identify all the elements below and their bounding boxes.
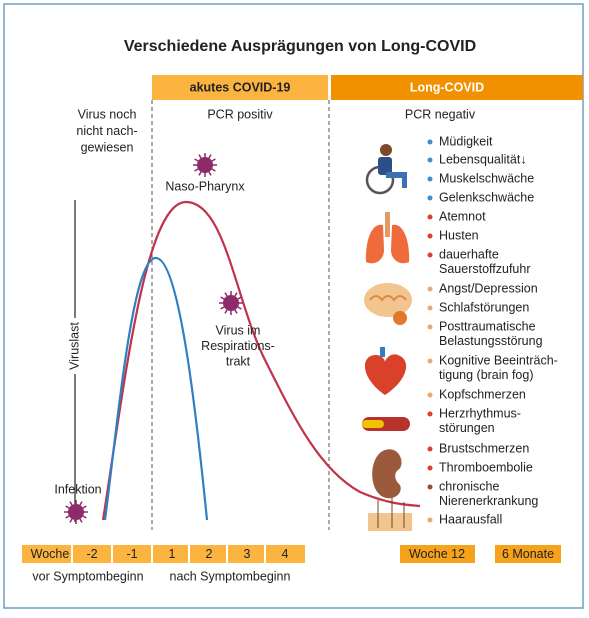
timeline-label: 1	[169, 547, 176, 561]
timeline-label: Woche	[31, 547, 70, 561]
symptom: Belastungsstörung	[439, 334, 543, 348]
column-note: PCR positiv	[207, 107, 273, 121]
bullet	[427, 157, 433, 163]
symptom: Angst/Depression	[439, 281, 538, 295]
symptom: Atemnot	[439, 209, 486, 223]
symptom: Sauerstoffzufuhr	[439, 262, 531, 276]
symptom: Husten	[439, 228, 479, 242]
timeline-bar	[22, 545, 305, 563]
wheelchair-icon	[365, 144, 407, 195]
bullet	[427, 358, 433, 364]
virus-icon	[68, 504, 84, 520]
bullet	[427, 195, 433, 201]
symptom: Lebensqualität↓	[439, 152, 527, 166]
timeline-label: 6 Monate	[502, 547, 554, 561]
bullet	[427, 139, 433, 145]
annotation: trakt	[226, 354, 251, 368]
phase-label: akutes COVID-19	[190, 80, 291, 94]
symptom: störungen	[439, 421, 495, 435]
symptom: Gelenkschwäche	[439, 190, 534, 204]
bullet	[427, 392, 433, 398]
bullet	[427, 484, 433, 490]
symptom: Müdigkeit	[439, 134, 493, 148]
symptom: Brustschmerzen	[439, 441, 529, 455]
timeline-label: 4	[282, 547, 289, 561]
column-note: Virus noch	[78, 107, 137, 121]
lungs-icon	[365, 212, 410, 264]
bullet	[427, 517, 433, 523]
phase-bar	[331, 75, 583, 100]
column-note: PCR negativ	[405, 107, 476, 121]
phase-bar	[152, 75, 328, 100]
timeline-box	[495, 545, 561, 563]
icons	[362, 144, 412, 531]
vessel-icon	[362, 417, 410, 431]
curve-total	[101, 200, 421, 521]
symptom: tigung (brain fog)	[439, 368, 534, 382]
timeline-label: -2	[86, 547, 97, 561]
virus-icon	[197, 157, 213, 173]
bullet	[427, 286, 433, 292]
timeline-label: Woche 12	[409, 547, 465, 561]
timeline-caption: nach Symptombeginn	[170, 569, 291, 583]
heart-icon	[364, 347, 407, 395]
virus-icon	[223, 295, 239, 311]
kidney-icon	[372, 449, 402, 499]
annotation: Respirations-	[201, 339, 275, 353]
frame	[3, 3, 584, 609]
symptom: Nierenerkrankung	[439, 494, 538, 508]
symptom: Schlafstörungen	[439, 300, 529, 314]
axis-label-bg	[66, 318, 84, 374]
annotation: Infektion	[54, 482, 101, 496]
bullet	[427, 465, 433, 471]
brain-icon	[364, 283, 412, 325]
bullet	[427, 305, 433, 311]
curve-acute	[103, 256, 209, 521]
bullet	[427, 233, 433, 239]
timeline-box	[400, 545, 475, 563]
column-note: nicht nach-	[76, 124, 137, 138]
bullet	[427, 446, 433, 452]
timeline-label: 2	[206, 547, 213, 561]
bullet	[427, 324, 433, 330]
bullet	[427, 252, 433, 258]
symptom: Thromboembolie	[439, 460, 533, 474]
symptom: Herzrhythmus-	[439, 406, 521, 420]
skin-icon	[368, 498, 412, 531]
timeline-caption: vor Symptombeginn	[32, 569, 143, 583]
symptom: Muskelschwäche	[439, 171, 534, 185]
annotation: Naso-Pharynx	[165, 179, 245, 193]
symptom: chronische	[439, 479, 499, 493]
bullet	[427, 176, 433, 182]
column-note: gewiesen	[81, 140, 134, 154]
symptom: Haarausfall	[439, 512, 502, 526]
timeline-label: 3	[244, 547, 251, 561]
symptom: Posttraumatische	[439, 319, 536, 333]
title: Verschiedene Ausprägungen von Long-COVID	[124, 38, 476, 55]
symptom: dauerhafte	[439, 247, 499, 261]
symptom: Kopfschmerzen	[439, 387, 526, 401]
annotation: Virus im	[216, 323, 261, 337]
symptom: Kognitive Beeinträch-	[439, 353, 558, 367]
bullet	[427, 411, 433, 417]
bullet	[427, 214, 433, 220]
timeline-label: -1	[126, 547, 137, 561]
y-axis-label: Viruslast	[67, 322, 81, 370]
phase-label: Long-COVID	[410, 80, 484, 94]
